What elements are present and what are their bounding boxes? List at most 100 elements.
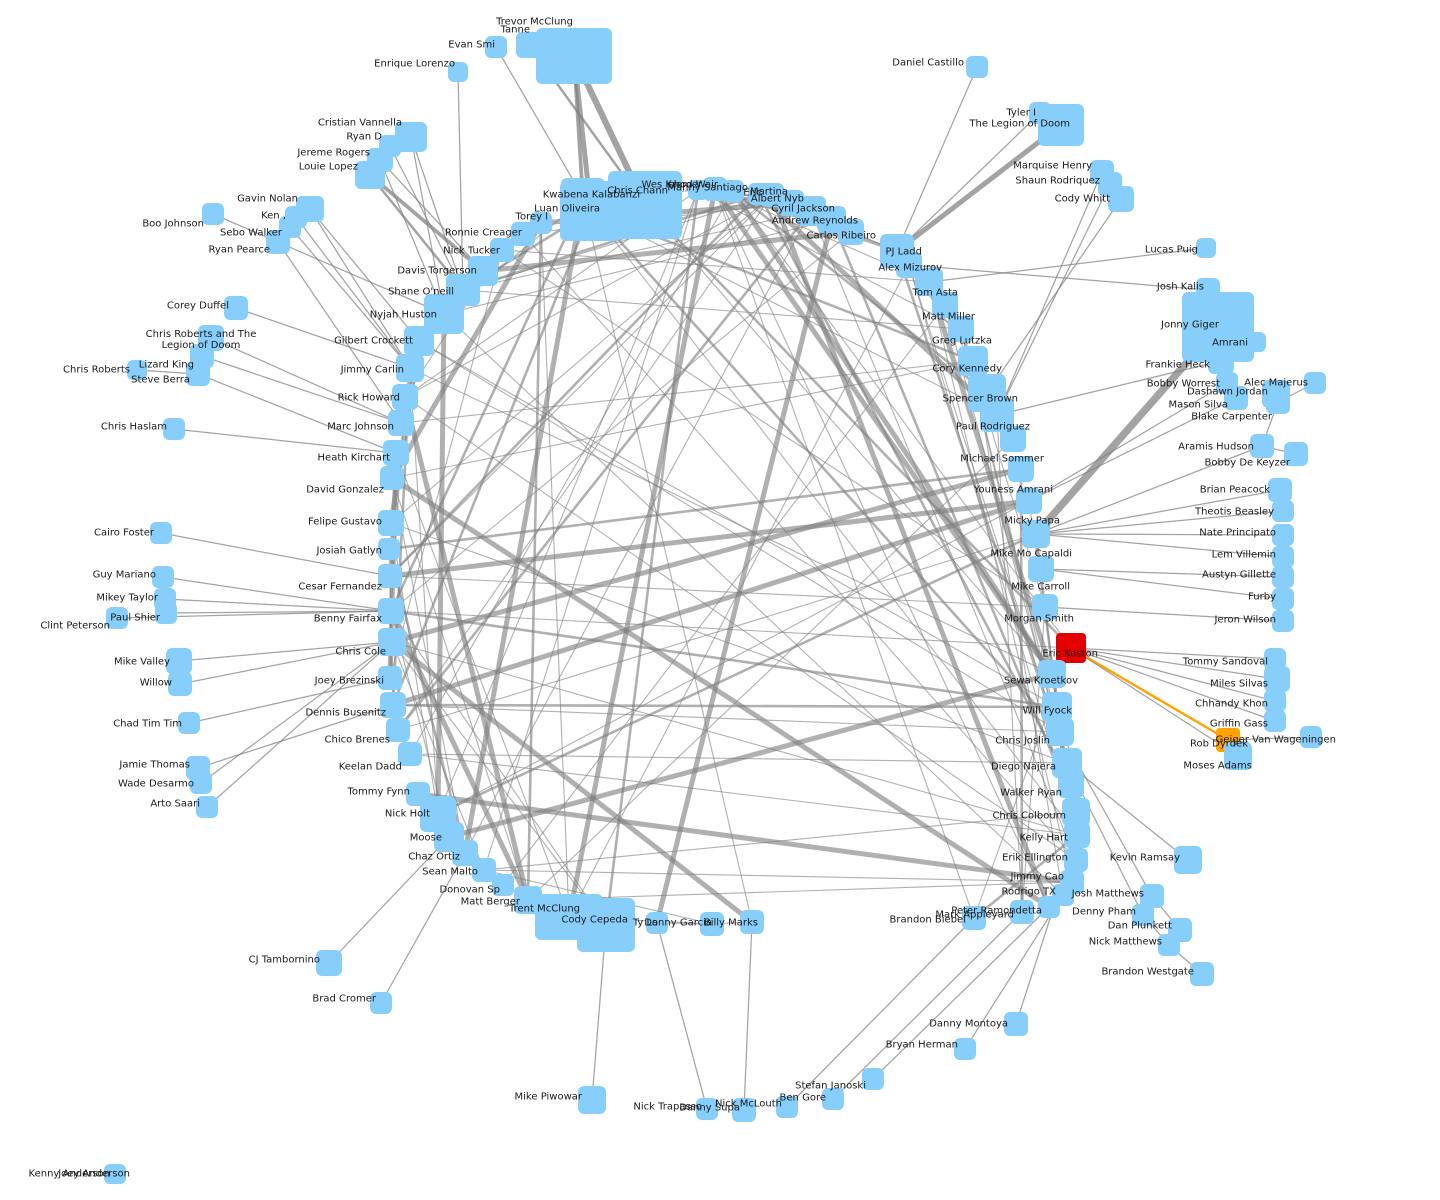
- graph-node[interactable]: [700, 912, 724, 936]
- graph-node[interactable]: [392, 384, 418, 410]
- graph-node[interactable]: [1272, 610, 1294, 632]
- graph-node[interactable]: [958, 346, 988, 376]
- graph-node[interactable]: [536, 28, 612, 84]
- graph-node[interactable]: [1108, 186, 1134, 212]
- graph-node[interactable]: [152, 566, 174, 588]
- graph-node[interactable]: [163, 418, 185, 440]
- graph-node[interactable]: [378, 564, 402, 588]
- graph-node[interactable]: [266, 230, 290, 254]
- graph-node[interactable]: [1272, 546, 1294, 568]
- graph-node[interactable]: [1000, 426, 1026, 452]
- graph-node[interactable]: [948, 316, 974, 342]
- graph-node[interactable]: [1038, 104, 1084, 146]
- graph-node[interactable]: [696, 1098, 718, 1120]
- graph-node[interactable]: [561, 178, 605, 222]
- graph-node[interactable]: [1042, 692, 1072, 722]
- graph-node[interactable]: [1064, 848, 1088, 872]
- graph-node[interactable]: [1250, 434, 1274, 458]
- graph-node[interactable]: [1190, 962, 1214, 986]
- graph-node[interactable]: [190, 772, 212, 794]
- graph-node[interactable]: [378, 538, 400, 560]
- graph-node[interactable]: [1038, 660, 1066, 688]
- graph-node[interactable]: [646, 912, 668, 934]
- graph-node[interactable]: [396, 354, 424, 382]
- graph-node[interactable]: [932, 292, 958, 318]
- graph-node[interactable]: [1284, 442, 1308, 466]
- graph-node[interactable]: [485, 36, 507, 58]
- graph-node[interactable]: [1196, 238, 1216, 258]
- graph-node[interactable]: [1008, 456, 1034, 482]
- graph-node[interactable]: [386, 718, 410, 742]
- graph-node[interactable]: [378, 666, 402, 690]
- graph-node[interactable]: [822, 1088, 844, 1110]
- graph-node[interactable]: [1272, 566, 1294, 588]
- graph-node[interactable]: [1064, 822, 1090, 848]
- graph-node[interactable]: [380, 692, 406, 718]
- graph-node[interactable]: [1224, 386, 1248, 410]
- graph-node[interactable]: [355, 161, 385, 189]
- graph-node[interactable]: [398, 742, 422, 766]
- graph-node[interactable]: [966, 56, 988, 78]
- graph-node[interactable]: [1174, 846, 1202, 874]
- graph-node[interactable]: [511, 222, 535, 246]
- graph-node[interactable]: [224, 296, 248, 320]
- graph-node[interactable]: [1056, 633, 1086, 663]
- graph-node[interactable]: [722, 180, 744, 202]
- graph-node[interactable]: [1028, 556, 1054, 582]
- graph-node[interactable]: [370, 992, 392, 1014]
- graph-node[interactable]: [1132, 904, 1154, 926]
- graph-node[interactable]: [1268, 478, 1292, 502]
- graph-node[interactable]: [492, 874, 514, 896]
- graph-node[interactable]: [380, 466, 404, 490]
- graph-node[interactable]: [1224, 742, 1252, 770]
- graph-node[interactable]: [740, 910, 764, 934]
- graph-node[interactable]: [954, 1038, 976, 1060]
- graph-node[interactable]: [404, 326, 434, 356]
- graph-node[interactable]: [1158, 934, 1180, 956]
- graph-node[interactable]: [608, 171, 682, 239]
- graph-node[interactable]: [776, 1096, 798, 1118]
- graph-node[interactable]: [1272, 588, 1294, 610]
- graph-node[interactable]: [186, 362, 210, 386]
- graph-node[interactable]: [1246, 332, 1266, 352]
- graph-node[interactable]: [106, 1164, 126, 1184]
- graph-node[interactable]: [732, 1098, 756, 1122]
- graph-node[interactable]: [1264, 690, 1286, 712]
- graph-node[interactable]: [1264, 648, 1286, 670]
- graph-node[interactable]: [1264, 710, 1286, 732]
- graph-node[interactable]: [1032, 594, 1058, 620]
- graph-node[interactable]: [1272, 500, 1294, 522]
- graph-node[interactable]: [1010, 900, 1034, 924]
- graph-node[interactable]: [1208, 348, 1234, 374]
- graph-node[interactable]: [1022, 520, 1050, 548]
- graph-node[interactable]: [202, 203, 224, 225]
- graph-node[interactable]: [530, 212, 552, 234]
- graph-node[interactable]: [168, 672, 192, 696]
- graph-node[interactable]: [448, 62, 468, 82]
- graph-node[interactable]: [127, 360, 147, 380]
- graph-node[interactable]: [316, 950, 342, 976]
- graph-node[interactable]: [1038, 896, 1060, 918]
- graph-node[interactable]: [577, 898, 635, 952]
- graph-node[interactable]: [1058, 772, 1084, 798]
- graph-node[interactable]: [388, 410, 414, 436]
- graph-node[interactable]: [838, 219, 864, 245]
- graph-node[interactable]: [1016, 488, 1042, 514]
- graph-node[interactable]: [383, 440, 409, 466]
- graph-node[interactable]: [106, 607, 128, 629]
- graph-node[interactable]: [1062, 798, 1090, 826]
- graph-node[interactable]: [862, 1068, 884, 1090]
- graph-node[interactable]: [378, 628, 406, 656]
- graph-node[interactable]: [1300, 726, 1322, 748]
- graph-node[interactable]: [578, 1086, 606, 1114]
- graph-node[interactable]: [196, 796, 218, 818]
- graph-node[interactable]: [516, 32, 542, 58]
- graph-node[interactable]: [155, 602, 177, 624]
- graph-node[interactable]: [178, 712, 200, 734]
- graph-node[interactable]: [1004, 1012, 1028, 1036]
- graph-node[interactable]: [1304, 372, 1326, 394]
- graph-node[interactable]: [378, 510, 404, 536]
- graph-node[interactable]: [150, 522, 172, 544]
- graph-node[interactable]: [1264, 666, 1290, 692]
